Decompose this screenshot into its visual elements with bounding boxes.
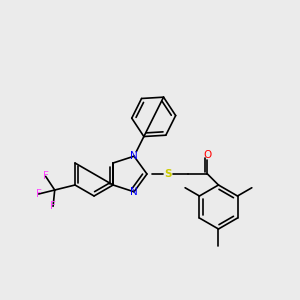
Text: F: F [50, 201, 56, 211]
Text: O: O [203, 150, 211, 160]
Text: N: N [130, 187, 138, 197]
Text: F: F [36, 189, 42, 199]
Text: N: N [130, 151, 138, 161]
Text: S: S [164, 169, 172, 179]
Text: F: F [43, 171, 49, 182]
